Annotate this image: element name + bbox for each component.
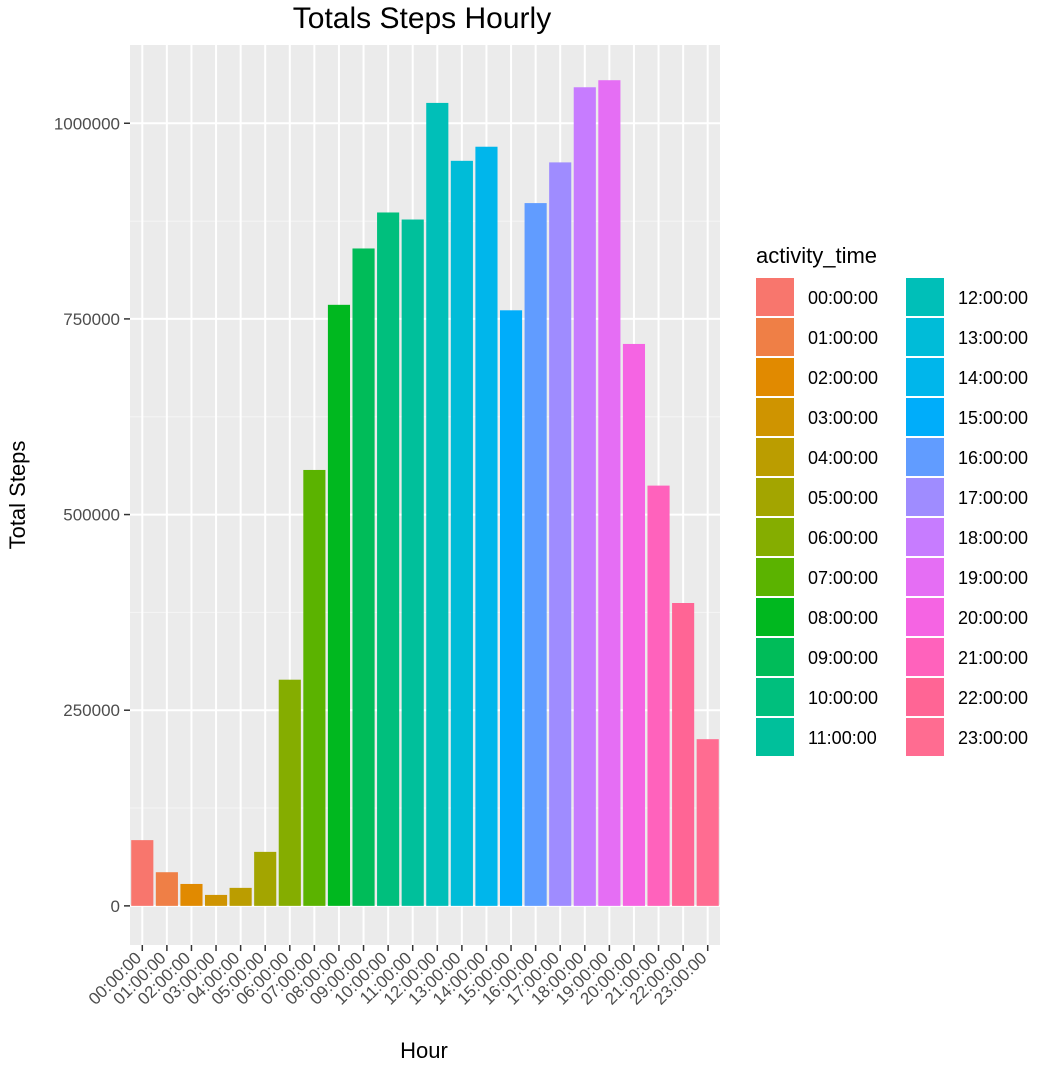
bar — [254, 851, 277, 906]
bar — [401, 219, 424, 906]
legend: 00:00:00 01:00:00 02:00:00 03:00:00 04:00:00… — [756, 278, 1028, 756]
bar — [204, 894, 228, 906]
legend-swatch — [756, 278, 794, 316]
bar — [229, 887, 252, 906]
legend-label: 19:00:00 — [958, 568, 1028, 588]
legend-swatch — [906, 358, 944, 396]
legend-label: 01:00:00 — [808, 328, 878, 348]
legend-swatch — [756, 358, 794, 396]
legend-label: 02:00:00 — [808, 368, 878, 388]
bar — [598, 80, 621, 906]
legend-swatch — [756, 518, 794, 556]
legend-label: 00:00:00 — [808, 288, 878, 308]
legend-title: activity_time — [756, 243, 877, 268]
bar — [499, 310, 523, 906]
legend-swatch — [756, 638, 794, 676]
y-tick-label: 0 — [111, 897, 120, 916]
bar — [278, 679, 301, 906]
legend-label: 09:00:00 — [808, 648, 878, 668]
legend-label: 16:00:00 — [958, 448, 1028, 468]
legend-swatch — [906, 598, 944, 636]
legend-label: 15:00:00 — [958, 408, 1028, 428]
legend-swatch — [756, 678, 794, 716]
bar — [622, 343, 646, 906]
legend-swatch — [756, 718, 794, 756]
bar — [450, 160, 473, 906]
y-axis: 0 250000 500000 750000 1000000 — [54, 114, 130, 916]
y-tick-label: 250000 — [63, 701, 120, 720]
bar — [549, 162, 572, 906]
legend-swatch — [906, 518, 944, 556]
chart-title: Totals Steps Hourly — [293, 2, 551, 35]
legend-swatch — [756, 478, 794, 516]
legend-swatch — [906, 398, 944, 436]
bar — [426, 102, 449, 906]
bar — [180, 883, 203, 906]
bar — [475, 146, 498, 906]
bar — [131, 840, 154, 906]
grid-minor — [130, 220, 720, 809]
legend-label: 13:00:00 — [958, 328, 1028, 348]
legend-swatch — [906, 678, 944, 716]
legend-swatch — [756, 398, 794, 436]
legend-swatch — [906, 318, 944, 356]
legend-label: 17:00:00 — [958, 488, 1028, 508]
y-axis-label: Total Steps — [5, 441, 30, 550]
legend-label: 20:00:00 — [958, 608, 1028, 628]
bar — [377, 212, 400, 906]
bars-group — [131, 80, 719, 906]
x-axis-label: Hour — [400, 1038, 448, 1061]
legend-swatch — [756, 438, 794, 476]
bar — [352, 248, 375, 906]
bar — [327, 304, 351, 906]
legend-label: 18:00:00 — [958, 528, 1028, 548]
plot-panel — [130, 45, 720, 945]
legend-swatch — [756, 598, 794, 636]
x-axis: 00:00:0001:00:0002:00:0003:00:0004:00:00… — [85, 945, 711, 1009]
y-tick-label: 500000 — [63, 506, 120, 525]
legend-swatch — [756, 558, 794, 596]
legend-swatch — [906, 278, 944, 316]
legend-swatch — [906, 718, 944, 756]
legend-label: 05:00:00 — [808, 488, 878, 508]
y-tick-label: 750000 — [63, 310, 120, 329]
legend-label: 22:00:00 — [958, 688, 1028, 708]
bar — [303, 469, 326, 906]
legend-swatch — [906, 438, 944, 476]
legend-swatch — [906, 638, 944, 676]
bar — [672, 603, 695, 906]
bar — [155, 872, 178, 906]
bar — [573, 87, 596, 906]
bar — [696, 739, 719, 906]
bar — [647, 485, 670, 906]
legend-label: 21:00:00 — [958, 648, 1028, 668]
legend-label: 14:00:00 — [958, 368, 1028, 388]
legend-label: 07:00:00 — [808, 568, 878, 588]
legend-label: 10:00:00 — [808, 688, 878, 708]
legend-label: 08:00:00 — [808, 608, 878, 628]
legend-label: 03:00:00 — [808, 408, 878, 428]
legend-label: 11:00:00 — [808, 728, 877, 748]
legend-label: 12:00:00 — [958, 288, 1028, 308]
legend-swatch — [906, 558, 944, 596]
bar — [524, 203, 547, 906]
legend-swatch — [906, 478, 944, 516]
y-tick-label: 1000000 — [54, 114, 120, 133]
legend-label: 04:00:00 — [808, 448, 878, 468]
legend-swatch — [756, 318, 794, 356]
legend-label: 06:00:00 — [808, 528, 878, 548]
legend-label: 23:00:00 — [958, 728, 1028, 748]
